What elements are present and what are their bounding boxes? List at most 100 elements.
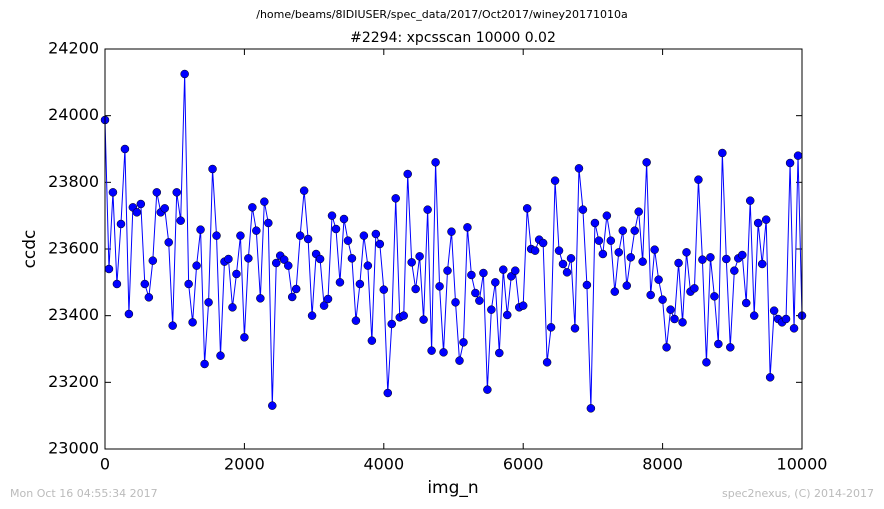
data-point [415,252,424,261]
data-point [172,188,181,197]
data-point [439,348,448,357]
data-point [260,197,269,206]
data-point [542,358,552,367]
data-point [224,254,233,264]
data-point [188,318,197,327]
data-point [144,293,154,302]
data-point [578,205,588,214]
data-point [283,261,293,270]
data-point [335,278,345,287]
data-point [196,225,205,234]
data-point [423,205,432,214]
data-point [463,223,472,232]
data-point [558,259,568,269]
data-point [295,231,305,240]
plot-frame [104,48,803,450]
x-tick-label: 0 [100,455,110,474]
data-point [319,301,329,310]
data-point [244,254,253,263]
data-point [586,404,596,413]
data-point [666,305,675,314]
x-tick-label: 6000 [503,455,544,474]
data-point [618,226,628,235]
data-point [610,287,620,296]
data-point [435,282,444,291]
data-point [136,199,146,209]
data-point [204,298,213,307]
data-point [745,196,755,205]
data-point [160,204,169,213]
data-point [654,275,663,284]
data-point [757,259,767,269]
data-point [212,231,221,240]
data-point [419,315,428,324]
data-point [682,248,691,257]
data-point [658,295,667,304]
data-point [495,348,504,358]
data-line [104,73,803,409]
data-point [399,311,408,320]
data-point [518,301,528,310]
data-point [769,306,779,315]
data-point [634,207,643,216]
data-point [108,188,118,197]
data-point [594,236,604,245]
data-point [638,257,647,266]
data-point [443,266,452,275]
data-point [753,218,763,228]
data-point [379,285,389,294]
data-point [511,266,520,275]
data-point [781,314,791,324]
data-point [761,215,771,224]
data-point [180,69,189,79]
data-point [499,265,508,274]
data-point [522,204,532,213]
data-point [152,188,162,197]
data-point [694,175,703,184]
data-point [702,358,711,367]
data-point [598,249,608,259]
data-point [475,296,484,305]
data-point [291,284,301,294]
x-tick-label: 2000 [224,455,265,474]
data-point [256,294,265,303]
data-point [228,303,237,312]
data-point [550,176,560,185]
x-tick-label: 8000 [642,455,683,474]
data-point [793,151,803,160]
data-point [626,253,635,262]
data-point [375,239,385,249]
data-point [546,323,556,332]
data-point [407,258,416,267]
data-point [367,336,377,345]
y-tick-label: 23600 [48,239,99,258]
data-point [140,279,150,289]
data-point [483,385,492,394]
data-point [363,261,373,270]
data-point [192,261,201,270]
data-point [650,245,659,254]
data-point [471,288,480,298]
data-point [431,158,440,167]
data-point [132,208,142,217]
data-point [765,373,775,382]
y-tick-label: 23200 [48,372,99,391]
data-point [530,246,540,255]
data-point [264,218,273,228]
data-point [785,158,795,168]
data-point [487,305,496,314]
data-point [590,218,600,228]
data-point [566,254,576,263]
data-point [355,279,365,289]
data-point [347,254,357,263]
data-point [602,211,612,220]
y-tick-label: 23800 [48,172,99,191]
data-point [391,194,400,203]
data-point [120,144,130,154]
footer-right: spec2nexus, (C) 2014-2017 [722,487,874,500]
data-point [240,333,249,342]
x-axis-label: img_n [427,478,478,498]
data-point [554,246,564,255]
data-point [287,292,297,302]
